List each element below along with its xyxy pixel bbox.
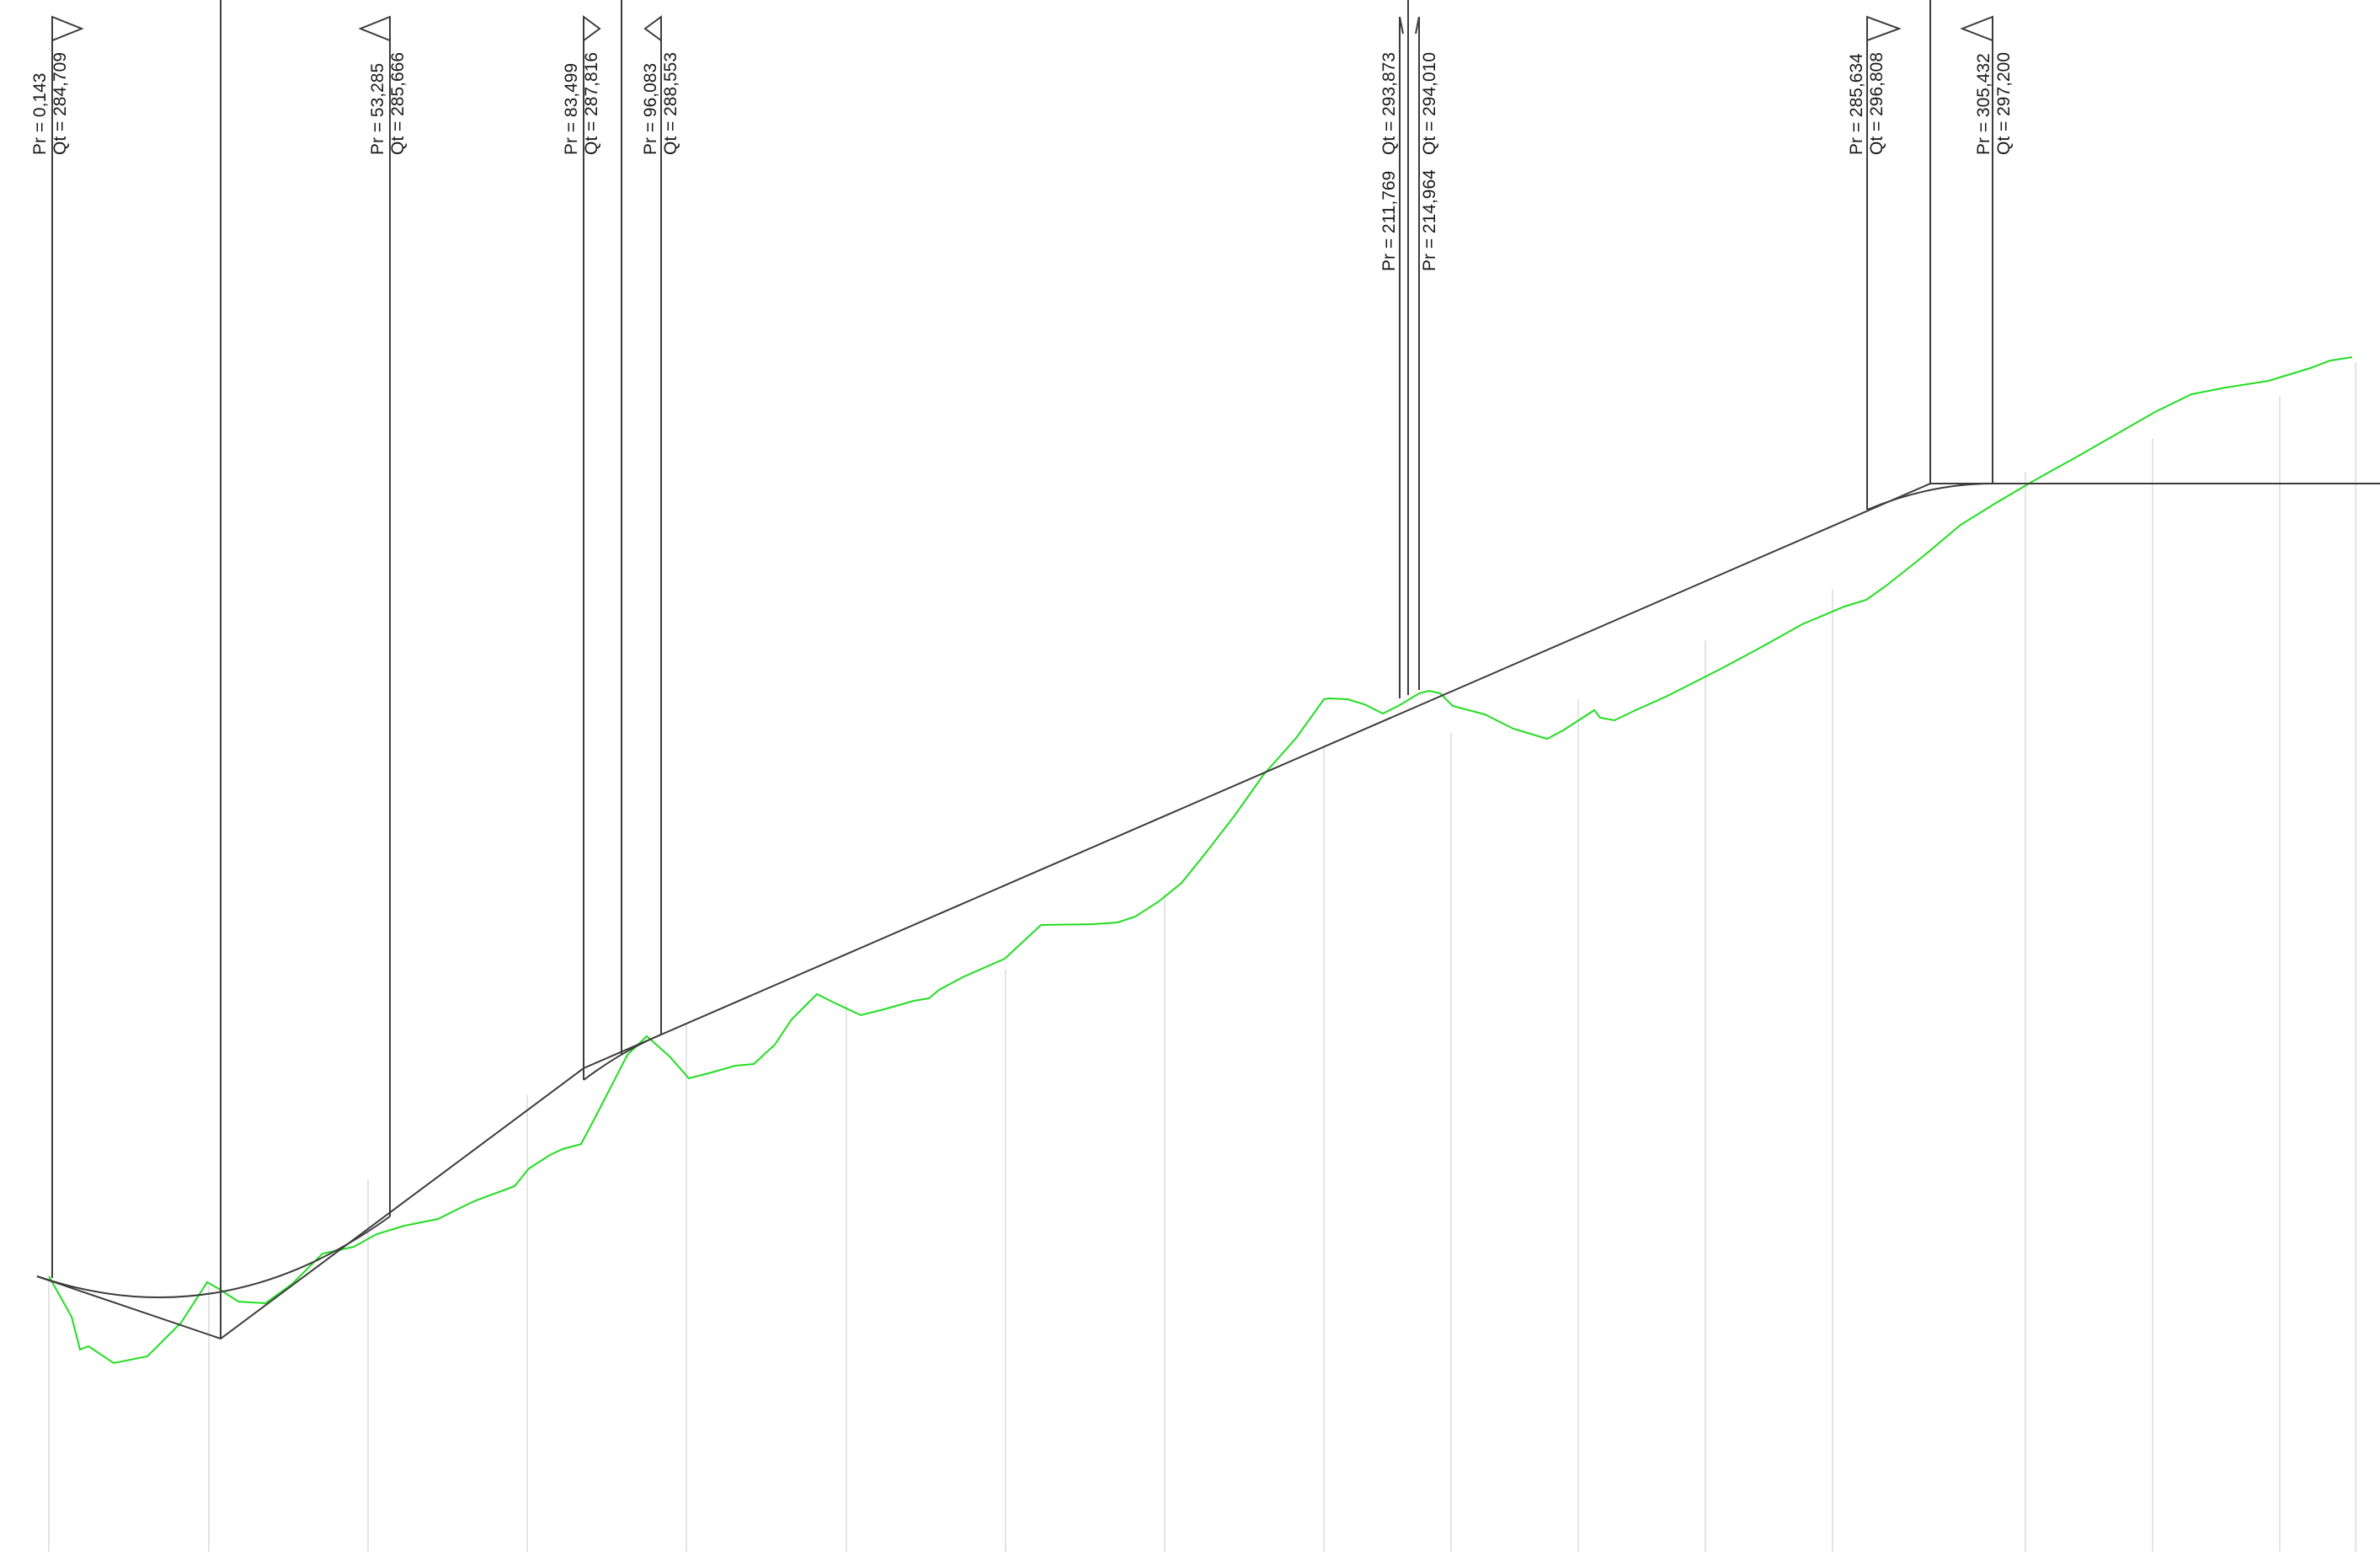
vertical-curve-3 [1866,483,1993,511]
flag-right-m7 [1866,15,1902,42]
label-m2-pr: Pr = 53,285 [368,63,387,155]
vertical-curve-2 [583,1034,662,1081]
leader-m6-hook [1415,16,1420,35]
station-labels: Pr = 0,143 Qt = 284,709 Pr = 53,285 Qt =… [30,52,2014,271]
label-m5-qt: Qt = 293,873 [1379,52,1399,155]
label-m3-qt: Qt = 287,816 [582,52,601,155]
label-m5-pr: Pr = 211,769 [1379,171,1399,271]
flag-right-m1 [51,15,84,42]
station-leader-lines [51,0,1993,1339]
label-m7-qt: Qt = 296,808 [1867,52,1886,155]
label-m8-pr: Pr = 305,432 [1974,53,1993,155]
label-m4-qt: Qt = 288,553 [661,52,680,155]
label-m6-qt: Qt = 294,010 [1420,52,1439,155]
label-m4-pr: Pr = 96,083 [641,63,660,155]
label-m1-pr: Pr = 0,143 [30,73,50,155]
ground-profile-line [48,356,2353,1365]
label-m2-qt: Qt = 285,666 [388,52,408,155]
flag-left-m8 [1960,15,1993,42]
leader-m5-hook [1399,16,1404,35]
station-flags [51,15,1993,42]
vertical-grid [48,362,2356,1552]
label-m3-pr: Pr = 83,499 [562,63,581,155]
flag-right-m3 [583,15,601,42]
label-m7-pr: Pr = 285,634 [1847,53,1866,155]
label-m6-pr: Pr = 214,964 [1420,169,1439,271]
flag-left-m2 [358,15,391,42]
flag-left-m4 [643,15,662,42]
label-m1-qt: Qt = 284,709 [51,52,70,155]
vertical-curve-1 [36,1216,391,1298]
label-m8-qt: Qt = 297,200 [1994,52,2014,155]
